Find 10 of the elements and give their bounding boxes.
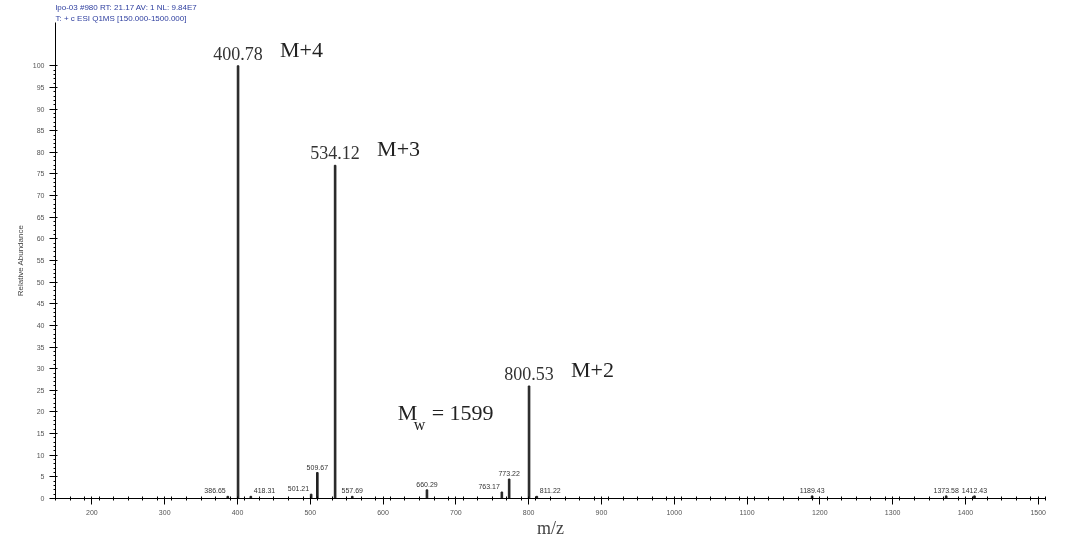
annotation: M+3	[377, 136, 421, 162]
text: lpo-03 #980 RT: 21.17 AV: 1 NL: 9.84E7	[55, 2, 198, 12]
annotation: 800.53	[504, 363, 554, 384]
annotation: M+2	[571, 356, 615, 382]
annotation: M+4	[280, 36, 324, 62]
text: T: + c ESI Q1MS [150.000-1500.000]	[55, 13, 187, 23]
y-axis-title: Relative Abundance	[15, 224, 25, 297]
x-axis-title: m/z	[537, 517, 565, 538]
annotation: 534.12	[310, 143, 360, 164]
annotation: 400.78	[213, 43, 263, 64]
